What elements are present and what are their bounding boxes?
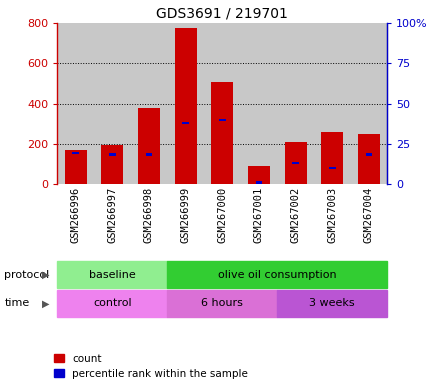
Text: ▶: ▶ [42,298,50,308]
Bar [241,23,277,184]
Bar [131,23,167,184]
Bar [182,122,189,124]
Bar [277,23,314,184]
Text: ▶: ▶ [42,270,50,280]
Bar [256,181,262,184]
Bar [57,23,94,184]
Text: time: time [4,298,29,308]
Bar [285,142,307,184]
Text: olive oil consumption: olive oil consumption [218,270,337,280]
Bar [204,23,241,184]
Text: 3 weeks: 3 weeks [309,298,355,308]
Bar [101,145,123,184]
Text: protocol: protocol [4,270,50,280]
Bar [248,166,270,184]
Bar [314,23,351,184]
Bar [211,81,233,184]
Bar [358,134,380,184]
Bar [167,290,277,317]
Bar [167,23,204,184]
Bar [146,153,152,156]
Bar [292,162,299,164]
Bar [366,153,372,156]
Bar [109,153,116,156]
Bar [167,261,387,288]
Bar [57,290,167,317]
Text: baseline: baseline [89,270,136,280]
Text: 6 hours: 6 hours [201,298,243,308]
Bar [277,290,387,317]
Bar [72,152,79,154]
Bar [138,108,160,184]
Bar [65,150,87,184]
Bar [94,23,131,184]
Bar [175,28,197,184]
Text: control: control [93,298,132,308]
Title: GDS3691 / 219701: GDS3691 / 219701 [156,7,288,20]
Bar [329,167,336,169]
Bar [57,261,167,288]
Bar [351,23,387,184]
Legend: count, percentile rank within the sample: count, percentile rank within the sample [54,354,248,379]
Bar [219,119,226,121]
Bar [321,132,343,184]
